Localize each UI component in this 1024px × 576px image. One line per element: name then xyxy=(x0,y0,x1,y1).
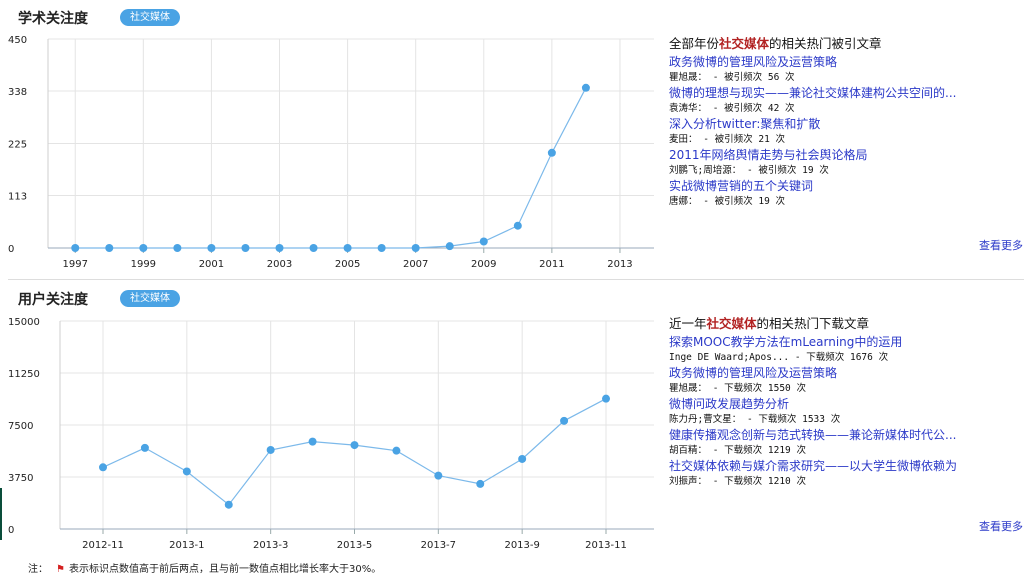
y-tick-label: 15000 xyxy=(8,317,40,328)
downloaded-article-meta: Inge DE Waard;Apos... - 下载频次 1676 次 xyxy=(669,352,889,363)
data-point xyxy=(377,244,386,252)
data-point xyxy=(392,446,401,455)
cited-articles-panel: 全部年份社交媒体的相关热门被引文章 政务微博的管理风险及运营策略 瞿旭晟： - … xyxy=(669,34,1024,209)
user-chart: 0 3750 7500 11250 15000 2012-11 2013-1 2013-3 20… xyxy=(8,317,654,551)
user-attention-section: 用户关注度 社交媒体 0 3750 7500 11250 15000 2012-11 201… xyxy=(0,280,1024,556)
data-point xyxy=(513,221,522,230)
data-point xyxy=(173,244,182,252)
x-tick-label: 2001 xyxy=(199,259,224,270)
x-tick-label: 1997 xyxy=(63,259,88,270)
footnote-label: 注： xyxy=(28,564,48,575)
x-tick-label: 2009 xyxy=(471,259,496,270)
cited-article-meta: 刘鹏飞;周培源： - 被引频次 19 次 xyxy=(669,165,829,176)
x-tick-label: 2011 xyxy=(539,259,564,270)
cited-article-link[interactable]: 政务微博的管理风险及运营策略 xyxy=(669,55,838,69)
data-point xyxy=(445,242,454,251)
y-tick-label: 3750 xyxy=(8,473,33,484)
y-tick-label: 0 xyxy=(8,525,14,536)
x-tick-label: 2013 xyxy=(607,259,632,270)
user-attention-title: 用户关注度 xyxy=(18,292,88,308)
downloaded-more-link[interactable]: 查看更多 xyxy=(979,520,1023,533)
downloaded-article-list: 探索MOOC教学方法在mLearning中的运用 Inge DE Waard;A… xyxy=(669,334,1024,489)
downloaded-article-link[interactable]: 探索MOOC教学方法在mLearning中的运用 xyxy=(669,335,903,349)
data-point xyxy=(207,244,216,252)
data-point xyxy=(581,83,590,92)
flag-icon: ⚑ xyxy=(56,564,65,575)
downloaded-article-meta: 瞿旭晟： - 下载频次 1550 次 xyxy=(669,383,806,394)
data-point xyxy=(275,244,284,252)
section-divider xyxy=(8,279,1024,280)
data-point xyxy=(560,416,569,425)
data-point xyxy=(105,244,114,252)
x-tick-label: 2013-3 xyxy=(253,540,288,551)
data-point xyxy=(518,454,527,463)
data-point xyxy=(241,244,250,252)
data-point xyxy=(434,471,443,480)
data-point xyxy=(182,467,191,476)
y-tick-label: 11250 xyxy=(8,369,40,380)
data-point xyxy=(479,237,488,246)
data-point xyxy=(140,443,149,452)
y-tick-label: 0 xyxy=(8,244,14,255)
downloaded-article-meta: 刘振声： - 下载频次 1210 次 xyxy=(669,476,806,487)
x-tick-label: 2013-5 xyxy=(337,540,372,551)
academic-topic-badge[interactable]: 社交媒体 xyxy=(120,9,180,26)
chart-footnote: 注： ⚑ 表示标识点数值高于前后两点，且与前一数值点相比增长率大于30%。 xyxy=(28,560,381,575)
cited-article-meta: 瞿旭晟： - 被引频次 56 次 xyxy=(669,72,795,83)
data-point xyxy=(547,148,556,157)
cited-more-link[interactable]: 查看更多 xyxy=(979,239,1023,252)
cited-article-link[interactable]: 深入分析twitter:聚焦和扩散 xyxy=(669,117,821,131)
academic-attention-section: 学术关注度 社交媒体 0 113 225 338 450 1997 1999 2001 2003… xyxy=(0,0,1024,280)
cited-article-meta: 麦田： - 被引频次 21 次 xyxy=(669,134,786,145)
y-tick-label: 450 xyxy=(8,35,27,46)
y-tick-label: 7500 xyxy=(8,421,33,432)
cited-article-meta: 袁涛华： - 被引频次 42 次 xyxy=(669,103,795,114)
x-tick-label: 2013-9 xyxy=(504,540,539,551)
x-tick-label: 2013-1 xyxy=(169,540,204,551)
cited-panel-heading: 全部年份社交媒体的相关热门被引文章 xyxy=(669,36,882,51)
downloaded-article-link[interactable]: 微博问政发展趋势分析 xyxy=(669,397,790,411)
data-point xyxy=(309,244,318,252)
user-topic-badge[interactable]: 社交媒体 xyxy=(120,290,180,307)
downloaded-article-meta: 陈力丹;曹文星： - 下载频次 1533 次 xyxy=(669,414,841,425)
data-point xyxy=(411,244,420,252)
cited-article-list: 政务微博的管理风险及运营策略 瞿旭晟： - 被引频次 56 次 微博的理想与现实… xyxy=(669,54,1024,209)
x-tick-label: 2013-7 xyxy=(421,540,456,551)
downloaded-panel-heading: 近一年社交媒体的相关热门下载文章 xyxy=(669,316,870,331)
data-point xyxy=(476,479,485,488)
data-point xyxy=(224,500,233,509)
downloaded-articles-panel: 近一年社交媒体的相关热门下载文章 探索MOOC教学方法在mLearning中的运… xyxy=(669,314,1024,489)
data-point xyxy=(139,244,148,252)
data-point xyxy=(350,441,359,450)
y-tick-label: 225 xyxy=(8,140,27,151)
cited-article-link[interactable]: 实战微博营销的五个关键词 xyxy=(669,179,814,193)
cited-article-link[interactable]: 2011年网络舆情走势与社会舆论格局 xyxy=(669,148,868,162)
x-tick-label: 2012-11 xyxy=(82,540,124,551)
x-tick-label: 2005 xyxy=(335,259,360,270)
y-tick-label: 113 xyxy=(8,192,27,203)
data-point xyxy=(602,394,610,403)
downloaded-article-meta: 胡百精： - 下载频次 1219 次 xyxy=(669,445,806,456)
data-point xyxy=(343,244,352,252)
academic-attention-title: 学术关注度 xyxy=(18,11,88,27)
x-tick-label: 2013-11 xyxy=(585,540,627,551)
x-tick-label: 1999 xyxy=(131,259,156,270)
series-line xyxy=(75,87,587,249)
downloaded-article-link[interactable]: 健康传播观念创新与范式转换——兼论新媒体时代公... xyxy=(669,428,957,442)
data-point xyxy=(99,463,107,472)
downloaded-article-link[interactable]: 政务微博的管理风险及运营策略 xyxy=(669,366,838,380)
downloaded-article-link[interactable]: 社交媒体依赖与媒介需求研究——以大学生微博依赖为 xyxy=(669,459,958,473)
data-point xyxy=(308,437,317,446)
footnote-text: 表示标识点数值高于前后两点，且与前一数值点相比增长率大于30%。 xyxy=(68,564,382,575)
left-edge-marker xyxy=(0,488,2,540)
data-point xyxy=(266,445,275,454)
y-tick-label: 338 xyxy=(8,87,27,98)
academic-chart: 0 113 225 338 450 1997 1999 2001 2003 2005 2007 200… xyxy=(8,35,654,270)
cited-article-meta: 唐娜： - 被引频次 19 次 xyxy=(669,196,786,207)
data-point xyxy=(71,244,80,252)
x-tick-label: 2003 xyxy=(267,259,292,270)
cited-article-link[interactable]: 微博的理想与现实——兼论社交媒体建构公共空间的... xyxy=(669,86,957,100)
x-tick-label: 2007 xyxy=(403,259,428,270)
